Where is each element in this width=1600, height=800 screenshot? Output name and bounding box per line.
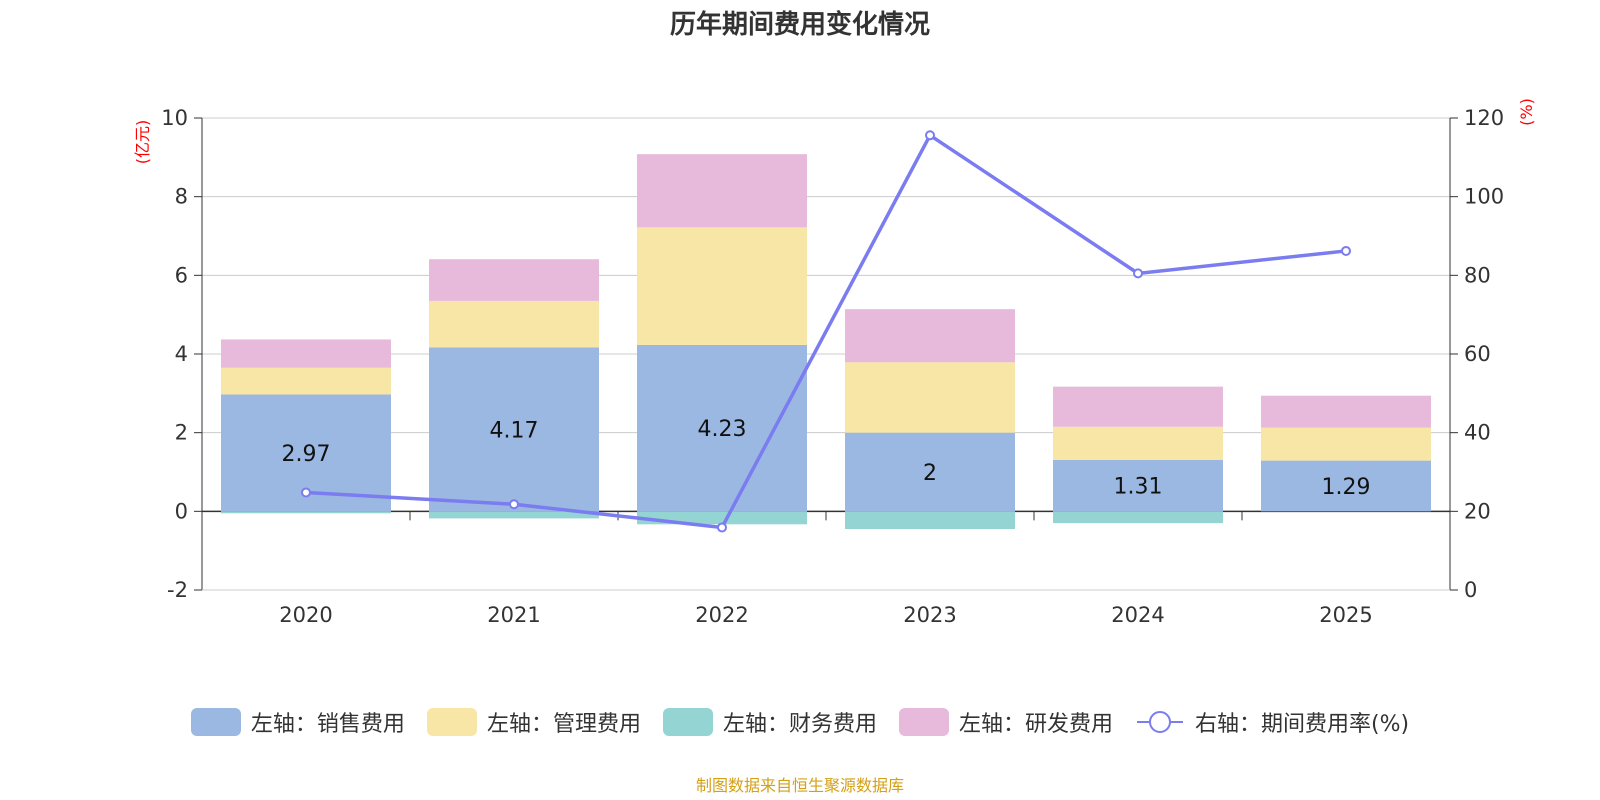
left-tick-label: 2 <box>175 421 188 445</box>
bar-segment <box>429 259 599 301</box>
bar-segment <box>1053 426 1223 460</box>
bar-segment <box>637 154 807 228</box>
legend-item-rd[interactable]: 左轴：研发费用 <box>898 706 1113 738</box>
bar-segment <box>221 511 391 514</box>
bar-segment <box>429 511 599 519</box>
bar-segment <box>1053 386 1223 427</box>
legend-label-rd: 左轴：研发费用 <box>958 712 1113 737</box>
legend-item-admin[interactable]: 左轴：管理费用 <box>426 706 641 738</box>
data-label: 4.17 <box>490 418 539 443</box>
legend-label-admin: 左轴：管理费用 <box>486 712 641 737</box>
left-axis-unit: (亿元) <box>133 120 152 165</box>
legend-label-expense-rate: 右轴：期间费用率(%) <box>1194 712 1410 737</box>
bar-segment <box>1261 427 1431 461</box>
left-tick-label: 8 <box>175 185 188 209</box>
right-axis-unit: (%) <box>1517 98 1536 126</box>
bar-segment <box>845 362 1015 433</box>
bar-segment <box>637 344 807 512</box>
legend-swatch-sales <box>190 708 241 736</box>
right-tick-label: 120 <box>1464 106 1504 130</box>
expense-rate-point <box>717 522 727 533</box>
x-tick-label: 2024 <box>1111 603 1164 627</box>
data-label: 2 <box>923 461 937 486</box>
legend-swatch-finance <box>662 708 713 736</box>
bar-segment <box>1261 460 1431 512</box>
bar-segment <box>845 511 1015 530</box>
data-label: 4.23 <box>698 417 747 442</box>
legend-item-sales[interactable]: 左轴：销售费用 <box>190 706 405 738</box>
right-tick-label: 40 <box>1464 421 1491 445</box>
bar-segment <box>845 309 1015 363</box>
data-label: 1.29 <box>1322 475 1371 500</box>
right-tick-label: 100 <box>1464 185 1504 209</box>
bar-segment <box>221 367 391 395</box>
line-marker-icon <box>1136 711 1183 733</box>
chart-title: 历年期间费用变化情况 <box>669 10 930 40</box>
x-tick-label: 2021 <box>487 603 540 627</box>
data-label: 2.97 <box>282 442 331 467</box>
data-label: 1.31 <box>1114 475 1163 500</box>
x-tick-label: 2023 <box>903 603 956 627</box>
bar-segment <box>637 227 807 345</box>
x-tick-label: 2020 <box>279 603 332 627</box>
right-tick-label: 80 <box>1464 263 1491 287</box>
legend-swatch-admin <box>426 708 477 736</box>
expense-rate-point <box>1133 268 1143 279</box>
bar-segment <box>1261 395 1431 428</box>
right-tick-label: 60 <box>1464 342 1491 366</box>
legend-label-finance: 左轴：财务费用 <box>722 712 877 737</box>
bar-segment <box>1053 511 1223 524</box>
expense-rate-line <box>305 133 1347 530</box>
left-tick-label: 0 <box>175 499 188 523</box>
expense-rate-point <box>509 499 519 510</box>
legend-label-sales: 左轴：销售费用 <box>250 712 405 737</box>
legend-item-expense-rate[interactable]: 右轴：期间费用率(%) <box>1135 706 1409 738</box>
right-tick-label: 0 <box>1464 578 1477 602</box>
expense-rate-point <box>925 130 935 141</box>
legend-item-finance[interactable]: 左轴：财务费用 <box>662 706 877 738</box>
legend: 左轴：销售费用 左轴：管理费用 左轴：财务费用 左轴：研发费用 右轴：期间费用率… <box>0 706 1600 738</box>
left-tick-label: 10 <box>161 106 188 130</box>
left-tick-label: 4 <box>175 342 188 366</box>
expense-rate-point <box>301 487 311 498</box>
legend-swatch-rd <box>898 708 949 736</box>
x-tick-label: 2022 <box>695 603 748 627</box>
left-tick-label: -2 <box>167 578 188 602</box>
bar-segment <box>221 339 391 368</box>
x-tick-label: 2025 <box>1319 603 1372 627</box>
bar-segment <box>1053 459 1223 512</box>
bar-segment <box>429 300 599 348</box>
bar-segment <box>429 347 599 512</box>
right-tick-label: 20 <box>1464 499 1491 523</box>
source-note: 制图数据来自恒生聚源数据库 <box>695 776 904 795</box>
left-tick-label: 6 <box>175 263 188 287</box>
bar-segment <box>845 432 1015 512</box>
expense-rate-point <box>1341 245 1351 256</box>
